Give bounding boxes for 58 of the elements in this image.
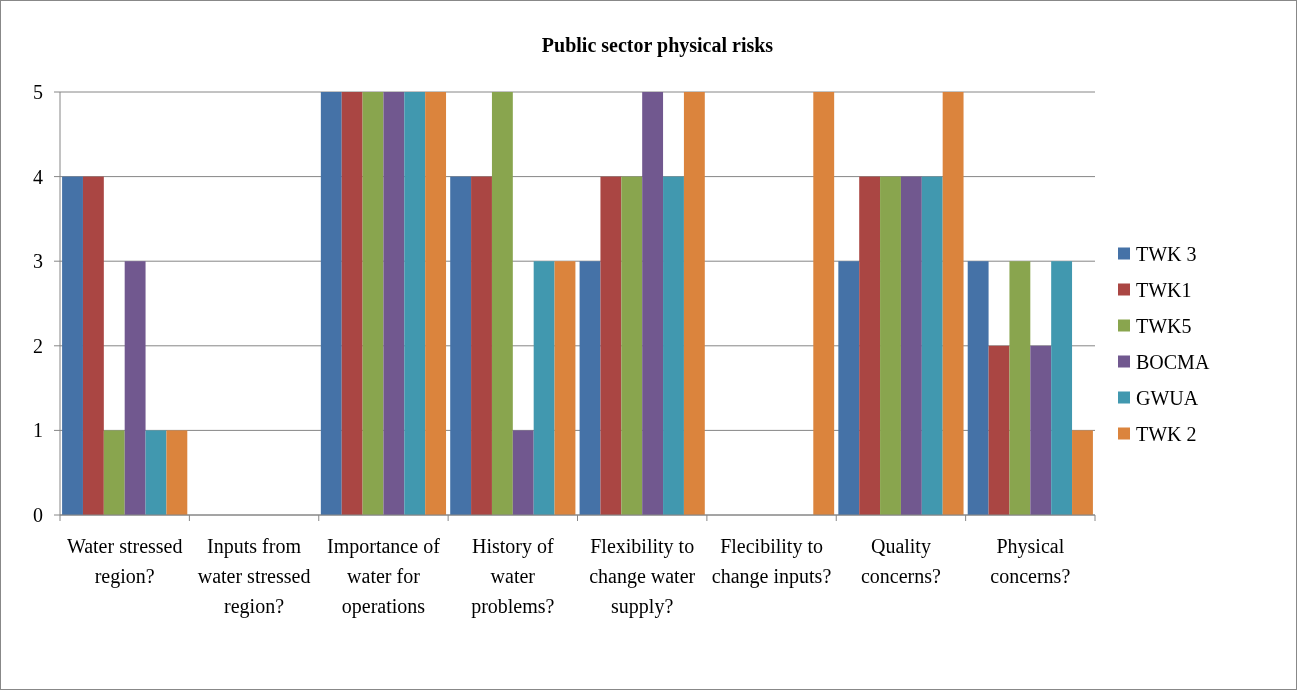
y-tick-label: 0 <box>33 504 43 526</box>
bar <box>1030 345 1052 515</box>
legend-label: TWK1 <box>1136 278 1192 301</box>
bar <box>880 176 901 515</box>
x-tick-label: Water stressed region? <box>66 535 183 588</box>
bar <box>600 176 622 515</box>
bar <box>813 92 835 515</box>
bar <box>341 92 363 515</box>
bar <box>320 92 342 515</box>
bar <box>62 176 83 515</box>
bar <box>1051 261 1073 515</box>
bar <box>512 430 534 515</box>
legend-label: TWK 2 <box>1136 422 1197 445</box>
bar <box>145 430 167 515</box>
x-tick-label: Flexibility to change water supply? <box>589 535 696 618</box>
bar <box>404 92 426 515</box>
bar <box>663 176 684 515</box>
x-tick-label: Quality concerns? <box>860 535 942 587</box>
bar <box>683 92 705 515</box>
bar <box>103 430 125 515</box>
bar <box>124 261 146 515</box>
bar <box>967 261 989 515</box>
legend-label: BOCMA <box>1136 350 1210 373</box>
x-tick-label: Inputs from water stressed region? <box>197 535 311 618</box>
y-tick-label: 4 <box>33 165 43 188</box>
x-tick-label: History of water problems? <box>471 535 555 618</box>
bar <box>579 261 601 515</box>
legend-label: TWK 3 <box>1136 242 1197 265</box>
bar <box>383 92 405 515</box>
bar <box>921 176 943 515</box>
bar <box>942 92 964 515</box>
bar <box>1009 261 1031 515</box>
bar <box>642 92 664 515</box>
bar <box>554 261 576 515</box>
bar <box>838 261 860 515</box>
y-tick-label: 3 <box>33 250 43 273</box>
bar <box>859 176 881 515</box>
bar <box>533 261 555 515</box>
legend-label: GWUA <box>1136 386 1199 409</box>
bar <box>900 176 922 515</box>
chart-title: Public sector physical risks <box>541 34 774 57</box>
bar <box>471 176 492 515</box>
bar <box>362 92 384 515</box>
bar <box>82 176 104 515</box>
y-tick-label: 2 <box>33 334 43 357</box>
y-tick-label: 5 <box>33 81 43 103</box>
bar <box>450 176 472 515</box>
bar <box>1072 430 1093 515</box>
bar <box>491 92 513 515</box>
bar <box>988 345 1010 515</box>
legend-label: TWK5 <box>1136 314 1192 337</box>
bar <box>166 430 188 515</box>
x-tick-label: Physical concerns? <box>990 535 1071 587</box>
bar <box>621 176 643 515</box>
x-tick-label: Importance of water for operations <box>327 535 441 618</box>
x-tick-label: Flecibility to change inputs? <box>711 535 832 588</box>
y-tick-label: 1 <box>33 419 43 442</box>
bar <box>425 92 447 515</box>
